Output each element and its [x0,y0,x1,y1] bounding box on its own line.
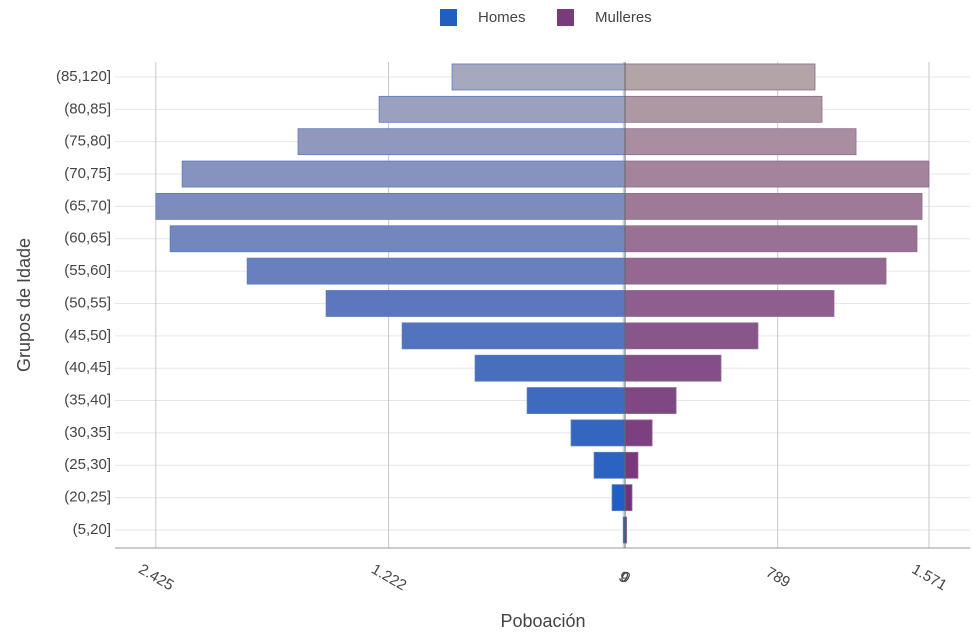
bar [624,322,759,350]
legend-swatch [440,9,457,26]
bar [624,128,857,156]
bar [624,419,653,447]
bar [593,451,626,479]
y-tick-label: (35,40] [64,392,111,409]
bar [611,484,626,512]
bar [297,128,626,156]
legend-label: Homes [478,9,526,26]
bar [624,387,677,414]
bar [624,192,923,220]
y-tick-label: (45,50] [64,327,111,344]
bar [624,257,887,285]
bar [169,225,626,253]
legend-swatch [557,9,574,26]
y-tick-label: (60,65] [64,230,111,247]
y-tick-label: (75,80] [64,133,111,150]
y-axis-title: Grupos de Idade [14,238,34,372]
bar [624,354,722,382]
y-tick-label: (70,75] [64,165,111,182]
y-tick-label: (30,35] [64,424,111,441]
x-tick-label: 789 [763,564,793,591]
x-tick-label: 1.571 [909,561,950,594]
bar [474,354,626,382]
y-tick-label: (50,55] [64,294,111,311]
y-tick-label: (20,25] [64,489,111,506]
y-tick-label: (85,120] [56,68,111,85]
y-tick-label: (25,30] [64,456,111,473]
bar [246,257,626,285]
x-tick-label: 0 [617,568,633,587]
y-tick-label: (65,70] [64,197,111,214]
bar [325,290,626,317]
bar [624,225,918,253]
bar [624,451,639,479]
bar [401,322,626,350]
bar [624,63,816,91]
x-tick-label: 2.425 [136,561,177,594]
y-tick-label: (80,85] [64,100,111,117]
bar [378,95,626,123]
bar [155,192,626,220]
y-tick-label: (5,20] [73,521,111,538]
x-tick-label: 1.222 [368,561,409,594]
y-tick-label: (40,45] [64,359,111,376]
bar [624,290,835,317]
bar [526,387,626,414]
bar [624,95,823,123]
legend-label: Mulleres [595,9,652,26]
bar [624,484,633,512]
bar [451,63,626,91]
bar [181,160,626,188]
bar [624,160,930,188]
bar [570,419,626,447]
y-tick-label: (55,60] [64,262,111,279]
x-axis-title: Poboación [500,611,585,631]
